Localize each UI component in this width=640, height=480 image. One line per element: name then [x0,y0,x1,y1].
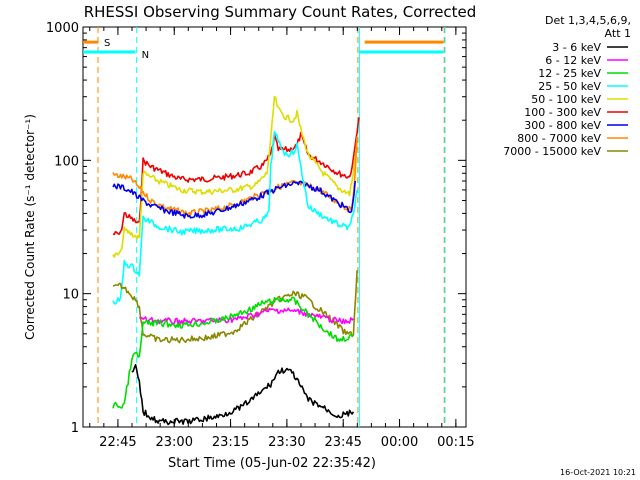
legend-entry-label: 25 - 50 keV [538,80,601,93]
y-axis-label: Corrected Count Rate (s⁻¹ detector⁻¹) [23,114,37,340]
x-tick-label: 23:15 [212,435,249,450]
series-line-0 [112,117,360,236]
series-group [112,95,360,426]
x-tick-label: 23:30 [268,435,305,450]
x-axis-label: Start Time (05-Jun-02 22:35:42) [168,456,376,471]
x-tick-label: 23:00 [156,435,193,450]
x-tick-label: 22:45 [99,435,136,450]
x-tick-label: 00:00 [381,435,418,450]
chart-title: RHESSI Observing Summary Count Rates, Co… [84,3,477,21]
y-tick-label: 10 [62,288,79,303]
legend-header-line-1: Det 1,3,4,5,6,9, [545,14,631,27]
x-axis: 22:45 23:00 23:15 23:30 23:45 00:00 00:15 [89,27,475,450]
series-line-4 [112,131,358,305]
legend-entry-label: 50 - 100 keV [531,93,601,106]
series-line-3 [112,180,356,219]
y-tick-label: 1000 [46,21,79,36]
y-tick-label: 1 [71,421,79,436]
footer-timestamp: 16-Oct-2021 10:21 [560,468,636,477]
series-line-5 [112,270,358,344]
legend-entry-label: 800 - 7000 keV [517,132,601,145]
legend-entry-label: 7000 - 15000 keV [503,145,601,158]
flag-bars: SN [83,38,444,61]
legend-entry-label: 6 - 12 keV [545,54,601,67]
y-axis: 1 10 100 1000 [46,21,466,436]
flag-label: N [142,50,149,61]
legend-entry-label: 12 - 25 keV [538,67,601,80]
series-line-8 [131,363,355,426]
legend-entry-label: 300 - 800 keV [524,119,601,132]
x-tick-label: 23:45 [324,435,361,450]
flag-label: S [104,38,110,49]
legend-header-line-2: Att 1 [605,27,631,40]
legend-entry-label: 3 - 6 keV [552,41,601,54]
vertical-markers [97,27,446,427]
series-line-6 [139,307,354,326]
y-tick-label: 100 [54,154,79,169]
plot-frame [82,26,467,428]
legend-entry-label: 100 - 300 keV [524,106,601,119]
x-tick-label: 00:15 [437,435,474,450]
series-line-1 [112,95,358,258]
series-line-7 [112,296,354,409]
